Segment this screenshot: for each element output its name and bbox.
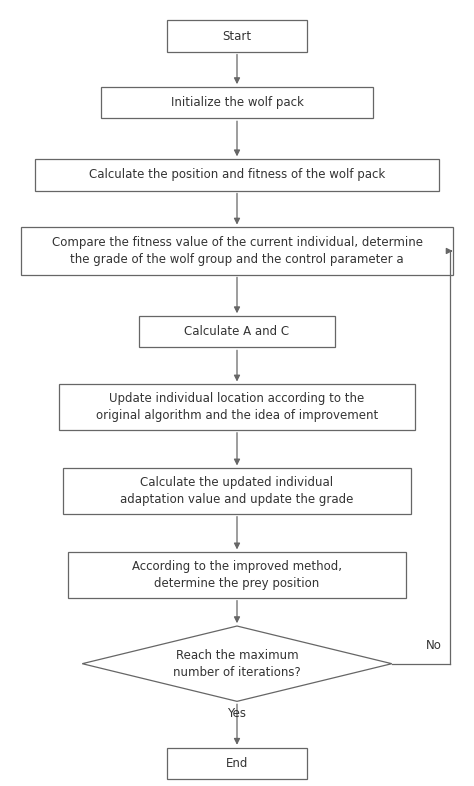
Text: Initialize the wolf pack: Initialize the wolf pack bbox=[171, 96, 303, 109]
Text: According to the improved method,
determine the prey position: According to the improved method, determ… bbox=[132, 560, 342, 590]
FancyBboxPatch shape bbox=[101, 87, 373, 119]
FancyBboxPatch shape bbox=[138, 316, 336, 347]
Text: Reach the maximum
number of iterations?: Reach the maximum number of iterations? bbox=[173, 648, 301, 678]
Text: Update individual location according to the
original algorithm and the idea of i: Update individual location according to … bbox=[96, 392, 378, 422]
FancyBboxPatch shape bbox=[21, 227, 453, 274]
Polygon shape bbox=[82, 626, 392, 701]
Text: Yes: Yes bbox=[228, 707, 246, 720]
Text: Calculate A and C: Calculate A and C bbox=[184, 325, 290, 338]
FancyBboxPatch shape bbox=[167, 747, 307, 779]
Text: End: End bbox=[226, 757, 248, 769]
FancyBboxPatch shape bbox=[167, 20, 307, 52]
FancyBboxPatch shape bbox=[64, 468, 410, 514]
FancyBboxPatch shape bbox=[68, 553, 406, 598]
FancyBboxPatch shape bbox=[59, 384, 415, 430]
Text: No: No bbox=[426, 639, 442, 652]
Text: Calculate the position and fitness of the wolf pack: Calculate the position and fitness of th… bbox=[89, 168, 385, 182]
Text: Compare the fitness value of the current individual, determine
the grade of the : Compare the fitness value of the current… bbox=[52, 236, 422, 266]
Text: Start: Start bbox=[222, 30, 252, 42]
Text: Calculate the updated individual
adaptation value and update the grade: Calculate the updated individual adaptat… bbox=[120, 476, 354, 506]
FancyBboxPatch shape bbox=[36, 160, 438, 190]
